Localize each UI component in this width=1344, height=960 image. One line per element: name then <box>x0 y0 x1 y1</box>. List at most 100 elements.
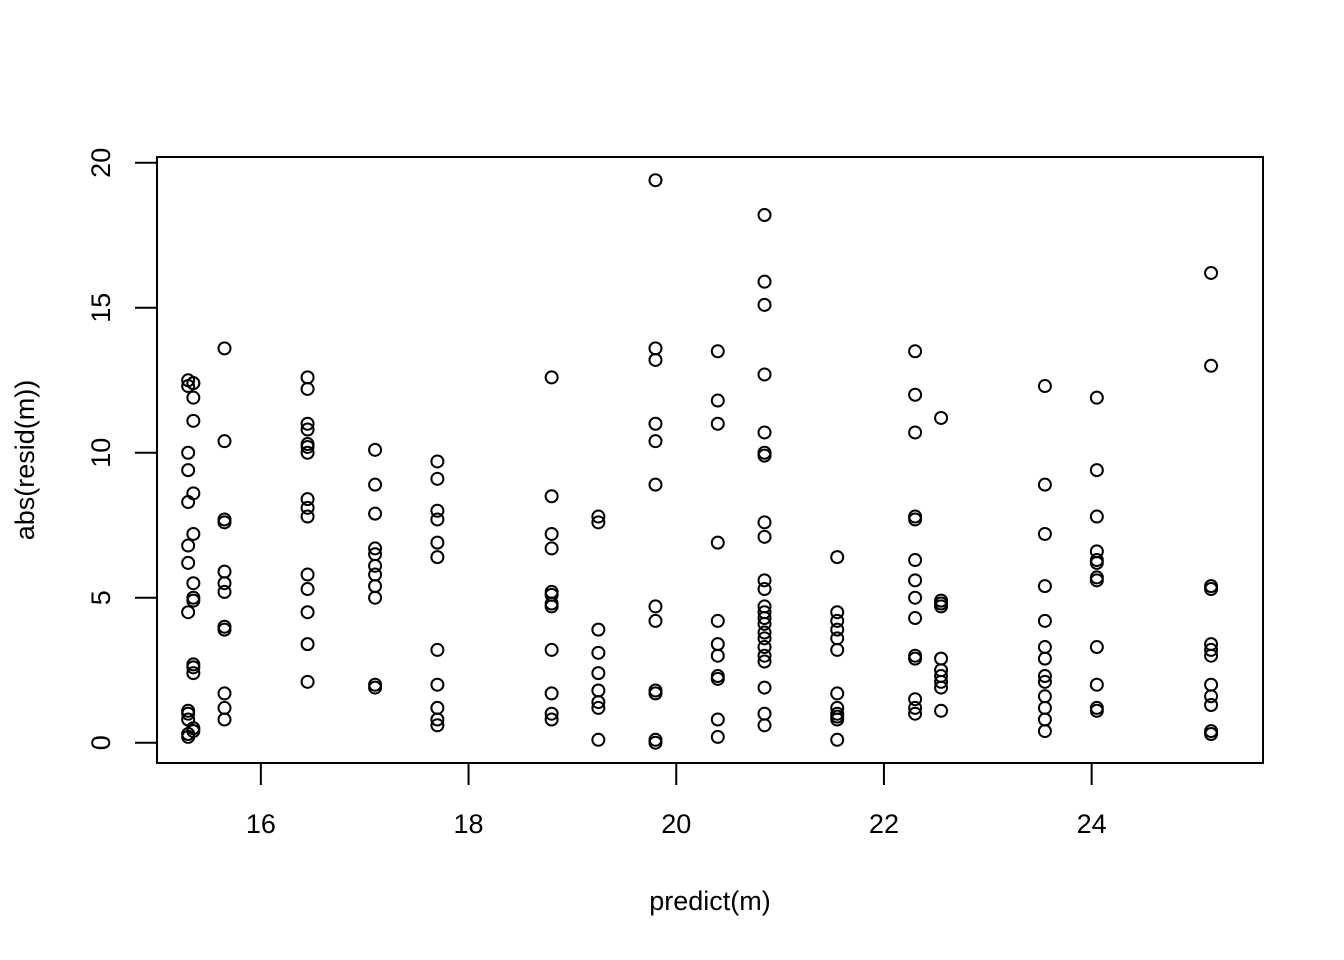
data-point <box>757 718 772 733</box>
data-point <box>908 573 923 588</box>
y-axis-title: abs(resid(m)) <box>10 380 40 541</box>
data-point <box>544 706 559 721</box>
x-tick-label: 22 <box>869 809 899 839</box>
data-point <box>300 509 315 524</box>
data-point <box>1204 648 1219 663</box>
data-point <box>908 692 923 707</box>
data-point <box>830 605 845 620</box>
data-point <box>300 492 315 507</box>
data-point <box>544 642 559 657</box>
data-point <box>830 712 845 727</box>
data-point <box>300 381 315 396</box>
data-point <box>830 732 845 747</box>
data-point <box>544 489 559 504</box>
x-axis-title: predict(m) <box>649 886 771 916</box>
data-point <box>368 442 383 457</box>
data-point <box>710 535 725 550</box>
data-point <box>710 729 725 744</box>
data-point <box>1037 613 1052 628</box>
data-point <box>300 370 315 385</box>
data-point <box>648 416 663 431</box>
data-point <box>710 416 725 431</box>
data-point <box>1204 358 1219 373</box>
data-point <box>908 344 923 359</box>
data-point <box>430 535 445 550</box>
data-point <box>217 686 232 701</box>
data-point <box>710 393 725 408</box>
data-point <box>217 564 232 579</box>
data-point <box>1204 698 1219 713</box>
y-axis: 0 5 10 15 20 <box>86 148 158 750</box>
data-point <box>648 341 663 356</box>
data-point <box>368 590 383 605</box>
data-point <box>757 207 772 222</box>
plot-frame <box>156 156 1264 764</box>
data-point <box>710 671 725 686</box>
data-point <box>1037 526 1052 541</box>
data-point <box>934 703 949 718</box>
data-point <box>1204 727 1219 742</box>
data-point <box>830 613 845 628</box>
data-point <box>757 274 772 289</box>
data-point <box>757 582 772 597</box>
data-point <box>300 605 315 620</box>
data-point <box>181 463 196 478</box>
data-point <box>1037 651 1052 666</box>
data-point <box>757 573 772 588</box>
data-point <box>430 700 445 715</box>
data-point <box>830 642 845 657</box>
data-point <box>300 637 315 652</box>
data-point <box>544 712 559 727</box>
data-point <box>300 500 315 515</box>
data-point <box>1037 477 1052 492</box>
data-point <box>757 706 772 721</box>
data-point <box>830 550 845 565</box>
data-point <box>186 413 201 428</box>
data-point <box>1037 379 1052 394</box>
data-point <box>1089 555 1104 570</box>
data-point <box>648 434 663 449</box>
data-point <box>710 648 725 663</box>
data-point <box>830 686 845 701</box>
y-tick-label: 0 <box>86 735 116 750</box>
data-point <box>591 700 606 715</box>
data-point <box>757 616 772 631</box>
data-point <box>1089 509 1104 524</box>
data-point <box>830 631 845 646</box>
x-tick-label: 18 <box>454 809 484 839</box>
data-point <box>757 648 772 663</box>
data-point <box>648 599 663 614</box>
data-point <box>908 651 923 666</box>
data-point <box>757 680 772 695</box>
data-point <box>181 605 196 620</box>
data-point <box>1204 642 1219 657</box>
data-point <box>908 512 923 527</box>
data-point <box>1204 265 1219 280</box>
data-point <box>186 593 201 608</box>
data-point <box>757 640 772 655</box>
data-point <box>1037 689 1052 704</box>
data-point <box>757 625 772 640</box>
data-point <box>430 503 445 518</box>
data-point <box>757 654 772 669</box>
data-point <box>181 706 196 721</box>
data-point <box>217 622 232 637</box>
data-point <box>1037 674 1052 689</box>
data-point <box>757 367 772 382</box>
data-point <box>300 445 315 460</box>
y-tick-label: 20 <box>86 148 116 178</box>
data-point <box>1204 677 1219 692</box>
x-axis: 16 18 20 22 24 <box>246 762 1107 839</box>
data-point <box>186 526 201 541</box>
data-point <box>430 718 445 733</box>
data-point <box>217 576 232 591</box>
data-point <box>300 422 315 437</box>
data-point <box>1089 573 1104 588</box>
data-point <box>430 677 445 692</box>
data-point <box>217 434 232 449</box>
y-tick-label: 15 <box>86 293 116 323</box>
data-point <box>181 555 196 570</box>
data-point <box>186 660 201 675</box>
data-point <box>300 416 315 431</box>
data-point <box>186 390 201 405</box>
